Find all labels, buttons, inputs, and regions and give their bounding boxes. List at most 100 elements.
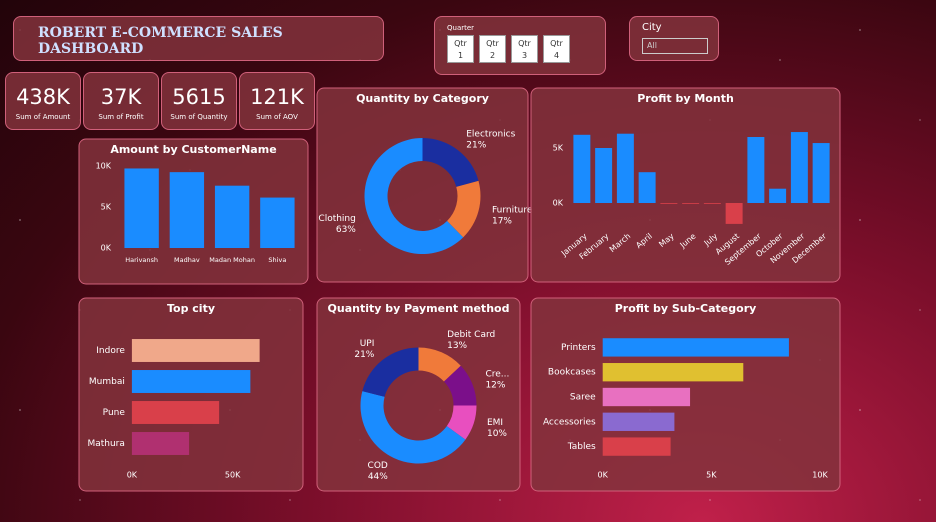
x-tick-label: Shiva <box>268 256 286 264</box>
donut-slice <box>447 180 481 238</box>
slice-label: UPI <box>360 339 375 349</box>
slice-value-label: 17% <box>492 216 512 226</box>
bar <box>602 387 691 407</box>
kpi-card: 5615 Sum of Quantity <box>161 72 237 130</box>
quarter-button[interactable]: Qtr 1 <box>447 35 474 63</box>
x-tick-label: 50K <box>225 471 241 480</box>
bar <box>602 437 671 456</box>
bar <box>131 432 190 455</box>
bar <box>124 168 159 248</box>
x-tick-label: Madan Mohan <box>209 256 255 264</box>
y-tick-label: Pune <box>103 408 126 418</box>
chart-panel <box>530 87 841 283</box>
donut-slice <box>418 347 461 382</box>
bar <box>725 203 743 224</box>
x-tick-label: 10K <box>812 471 828 480</box>
y-tick-label: Printers <box>561 343 596 353</box>
bar <box>703 203 721 204</box>
kpi-label: Sum of AOV <box>256 113 298 121</box>
bar <box>573 134 591 203</box>
slice-label: Cre... <box>485 369 509 379</box>
slice-label: COD <box>368 461 388 471</box>
quarter-button[interactable]: Qtr 2 <box>479 35 506 63</box>
y-tick-label: Bookcases <box>548 368 596 378</box>
slice-value-label: 12% <box>485 380 505 390</box>
chart-title: Quantity by Category <box>356 92 489 105</box>
slice-value-label: 10% <box>487 429 507 439</box>
bar <box>602 412 675 431</box>
bar <box>214 185 250 248</box>
kpi-card: 37K Sum of Profit <box>83 72 159 130</box>
chart-panel <box>316 87 529 283</box>
slice-label: Clothing <box>318 214 355 224</box>
kpi-label: Sum of Quantity <box>170 113 228 121</box>
x-tick-label: 0K <box>127 471 138 480</box>
chart-title: Profit by Month <box>637 92 734 105</box>
slice-label: Electronics <box>466 129 515 139</box>
quarter-button[interactable]: Qtr 4 <box>543 35 570 63</box>
x-tick-label: Madhav <box>174 256 200 264</box>
bar <box>790 132 808 203</box>
slice-label: EMI <box>487 418 503 428</box>
slice-label: Debit Card <box>447 330 495 340</box>
city-dropdown[interactable]: All <box>642 38 708 54</box>
bar <box>131 339 260 362</box>
y-tick-label: Accessories <box>543 417 596 427</box>
chart-title: Top city <box>167 302 215 315</box>
bar <box>747 137 765 203</box>
slicer-label: City <box>642 22 662 33</box>
y-tick-label: 5K <box>553 144 564 153</box>
x-tick-label: Harivansh <box>125 256 158 264</box>
kpi-label: Sum of Amount <box>15 113 71 121</box>
bar <box>638 172 656 203</box>
kpi-value: 438K <box>16 85 70 109</box>
donut-slice <box>422 138 479 187</box>
kpi-value: 5615 <box>172 85 226 109</box>
donut-slice <box>364 138 464 255</box>
bar <box>169 172 205 248</box>
dashboard-title: ROBERT E-COMMERCE SALES DASHBOARD <box>13 16 384 61</box>
city-slicer: City All <box>629 16 719 61</box>
bar <box>660 203 678 204</box>
slice-value-label: 21% <box>466 140 486 150</box>
bar <box>602 363 744 382</box>
y-tick-label: 5K <box>101 203 112 212</box>
kpi-card: 438K Sum of Amount <box>5 72 81 130</box>
chart-title: Amount by CustomerName <box>110 143 276 156</box>
slice-value-label: 44% <box>368 472 388 482</box>
slice-value-label: 13% <box>447 341 467 351</box>
y-tick-label: Saree <box>570 393 596 403</box>
x-tick-label: 5K <box>706 471 717 480</box>
bar <box>595 148 613 203</box>
bar <box>131 401 220 424</box>
bar <box>812 143 830 203</box>
quarter-slicer: Quarter Qtr 1 Qtr 2 Qtr 3 Qtr 4 <box>434 16 606 75</box>
donut-slice <box>362 347 419 397</box>
slice-label: Furniture <box>492 205 533 215</box>
x-tick-label: 0K <box>598 471 609 480</box>
quarter-button[interactable]: Qtr 3 <box>511 35 538 63</box>
y-tick-label: 0K <box>553 199 564 208</box>
kpi-label: Sum of Profit <box>98 113 144 121</box>
chart-title: Quantity by Payment method <box>328 302 510 315</box>
y-tick-label: Indore <box>96 346 125 356</box>
y-tick-label: Mumbai <box>89 377 125 387</box>
kpi-card: 121K Sum of AOV <box>239 72 315 130</box>
chart-panel <box>316 297 521 492</box>
donut-slice <box>444 365 477 406</box>
kpi-value: 121K <box>250 85 304 109</box>
y-tick-label: 0K <box>101 244 112 253</box>
bar <box>616 133 634 203</box>
slice-value-label: 21% <box>354 350 374 360</box>
donut-slice <box>360 391 466 464</box>
chart-title: Profit by Sub-Category <box>615 302 757 315</box>
slicer-label: Quarter <box>447 24 475 32</box>
y-tick-label: Tables <box>567 442 596 452</box>
bar <box>260 197 295 248</box>
bar <box>131 370 251 393</box>
y-tick-label: 10K <box>96 162 112 171</box>
bar <box>682 203 700 204</box>
slice-value-label: 63% <box>336 225 356 235</box>
donut-slice <box>446 405 477 440</box>
